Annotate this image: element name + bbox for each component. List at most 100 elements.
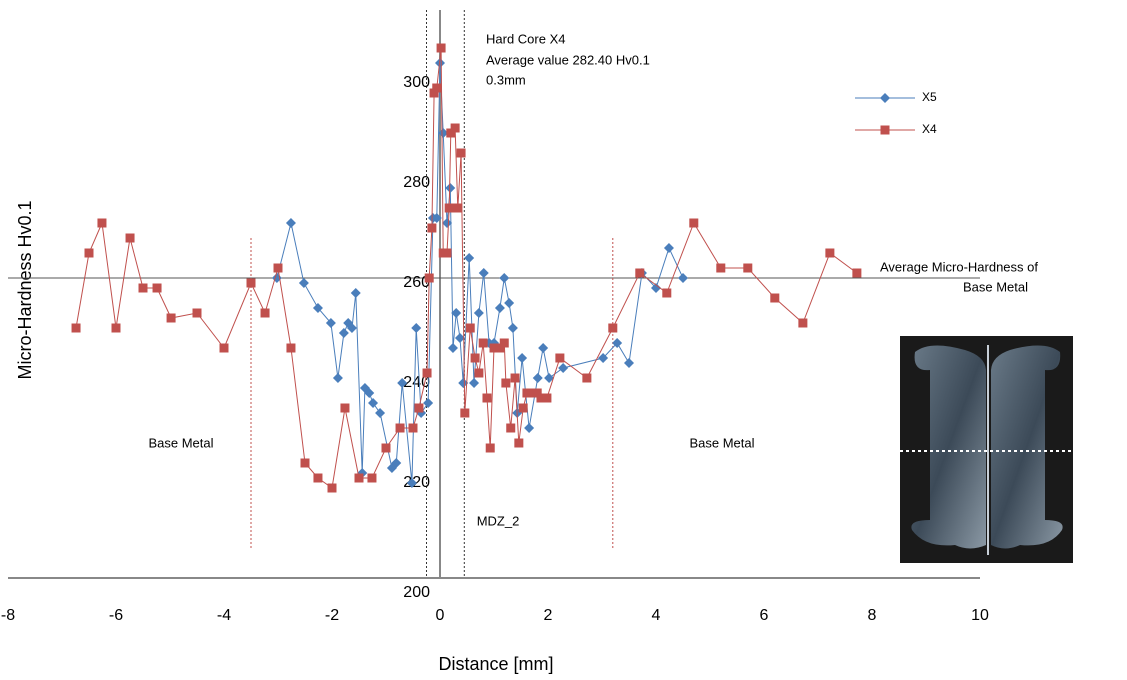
marker: [489, 343, 499, 353]
marker: [482, 393, 492, 403]
marker: [538, 343, 549, 353]
x-tick-label: 10: [971, 607, 989, 624]
marker: [555, 353, 565, 363]
marker: [743, 263, 753, 273]
marker: [458, 378, 469, 388]
marker: [770, 293, 780, 303]
marker: [192, 308, 202, 318]
marker: [391, 458, 402, 468]
marker: [367, 473, 377, 483]
marker: [286, 343, 296, 353]
x-tick-label: 6: [760, 607, 769, 624]
marker: [368, 398, 379, 408]
marker: [507, 323, 518, 333]
marker: [447, 343, 458, 353]
marker: [408, 423, 418, 433]
marker: [478, 268, 489, 278]
marker: [612, 338, 623, 348]
x-tick-label: 4: [652, 607, 661, 624]
x-tick-label: 2: [544, 607, 553, 624]
legend-label: X5: [922, 90, 937, 104]
marker: [506, 423, 516, 433]
marker: [454, 333, 465, 343]
y-tick-label: 300: [403, 74, 430, 91]
legend-label: X4: [922, 122, 937, 136]
marker: [504, 298, 515, 308]
marker: [608, 323, 618, 333]
marker: [464, 253, 475, 263]
marker: [260, 308, 270, 318]
series-line: [75, 47, 858, 489]
marker: [499, 273, 510, 283]
y-axis-label: Micro-Hardness Hv0.1: [15, 200, 35, 379]
marker: [544, 373, 555, 383]
y-tick-label: 220: [403, 474, 430, 491]
x-tick-label: -2: [325, 607, 339, 624]
annotation: MDZ_2: [477, 513, 520, 528]
marker: [662, 288, 672, 298]
marker: [350, 288, 361, 298]
annotation: Base Metal: [689, 435, 754, 450]
marker: [689, 218, 699, 228]
marker: [152, 283, 162, 293]
marker: [438, 128, 449, 138]
marker: [313, 473, 323, 483]
marker: [798, 318, 808, 328]
marker: [474, 368, 484, 378]
marker: [624, 358, 634, 368]
y-tick-label: 260: [403, 274, 430, 291]
marker: [97, 218, 107, 228]
marker: [84, 248, 94, 258]
annotation: Average Micro-Hardness of: [880, 259, 1038, 274]
marker: [470, 353, 480, 363]
marker: [456, 148, 466, 158]
marker: [332, 373, 343, 383]
x-tick-label: 0: [436, 607, 445, 624]
marker: [465, 323, 475, 333]
marker: [325, 318, 336, 328]
marker: [397, 378, 408, 388]
y-tick-label: 280: [403, 174, 430, 191]
marker: [716, 263, 726, 273]
marker: [598, 353, 609, 363]
marker: [429, 88, 439, 98]
marker: [542, 393, 552, 403]
marker: [340, 403, 350, 413]
marker: [494, 303, 505, 313]
marker: [219, 343, 229, 353]
marker: [517, 353, 528, 363]
marker: [460, 408, 470, 418]
marker: [111, 323, 121, 333]
marker: [422, 368, 432, 378]
marker: [444, 203, 454, 213]
marker: [424, 273, 434, 283]
marker: [285, 218, 296, 228]
marker: [473, 308, 484, 318]
marker: [445, 183, 456, 193]
marker: [312, 303, 323, 313]
x-tick-label: -8: [1, 607, 15, 624]
marker: [364, 388, 375, 398]
marker: [478, 338, 488, 348]
marker: [423, 398, 434, 408]
x-tick-label: -4: [217, 607, 231, 624]
marker: [536, 393, 546, 403]
marker: [582, 373, 592, 383]
marker: [825, 248, 835, 258]
x-axis-label: Distance [mm]: [438, 654, 553, 674]
marker: [395, 423, 405, 433]
legend-marker: [880, 125, 890, 135]
marker: [635, 268, 645, 278]
marker: [651, 283, 661, 293]
x-tick-label: -6: [109, 607, 123, 624]
marker: [431, 213, 442, 223]
marker: [71, 323, 81, 333]
annotation: Base Metal: [148, 435, 213, 450]
marker: [166, 313, 176, 323]
marker: [518, 403, 528, 413]
marker: [678, 273, 688, 283]
marker: [414, 403, 424, 413]
marker: [558, 363, 569, 373]
marker: [485, 443, 495, 453]
